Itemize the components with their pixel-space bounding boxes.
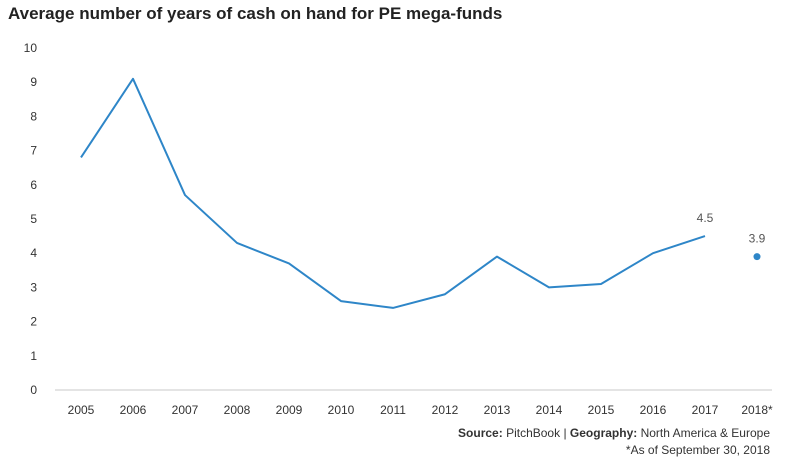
y-tick-label: 7 — [30, 144, 37, 158]
y-tick-label: 4 — [30, 246, 37, 260]
y-tick-label: 8 — [30, 109, 37, 123]
y-tick-label: 2 — [30, 315, 37, 329]
source-value: PitchBook — [506, 426, 561, 440]
source-line: Source: PitchBook | Geography: North Ame… — [458, 426, 770, 440]
x-tick-label: 2009 — [276, 403, 303, 417]
x-tick-label: 2012 — [432, 403, 459, 417]
y-tick-label: 3 — [30, 280, 37, 294]
y-tick-label: 10 — [24, 41, 38, 55]
x-tick-label: 2005 — [68, 403, 95, 417]
geography-label: Geography: — [569, 426, 638, 440]
y-tick-label: 5 — [30, 212, 37, 226]
x-tick-label: 2011 — [380, 403, 406, 417]
chart-title: Average number of years of cash on hand … — [8, 4, 503, 23]
y-tick-label: 9 — [30, 75, 37, 89]
x-tick-label: 2018* — [741, 403, 773, 417]
x-tick-label: 2010 — [328, 403, 355, 417]
x-tick-label: 2013 — [484, 403, 511, 417]
data-label: 4.5 — [697, 211, 714, 225]
x-tick-label: 2014 — [536, 403, 563, 417]
x-tick-label: 2008 — [224, 403, 251, 417]
source-separator: | — [563, 426, 567, 440]
y-tick-label: 0 — [30, 383, 37, 397]
y-tick-label: 1 — [30, 349, 37, 363]
x-tick-label: 2015 — [588, 403, 615, 417]
y-tick-label: 6 — [30, 178, 37, 192]
footnote: *As of September 30, 2018 — [625, 443, 770, 457]
data-point-2018 — [753, 253, 761, 261]
x-tick-label: 2006 — [120, 403, 147, 417]
source-label: Source: — [458, 426, 503, 440]
series-line — [80, 77, 706, 309]
geography-value: North America & Europe — [640, 426, 770, 440]
x-tick-label: 2017 — [692, 403, 719, 417]
x-tick-label: 2016 — [640, 403, 667, 417]
x-tick-label: 2007 — [172, 403, 199, 417]
data-label: 3.9 — [749, 232, 766, 246]
